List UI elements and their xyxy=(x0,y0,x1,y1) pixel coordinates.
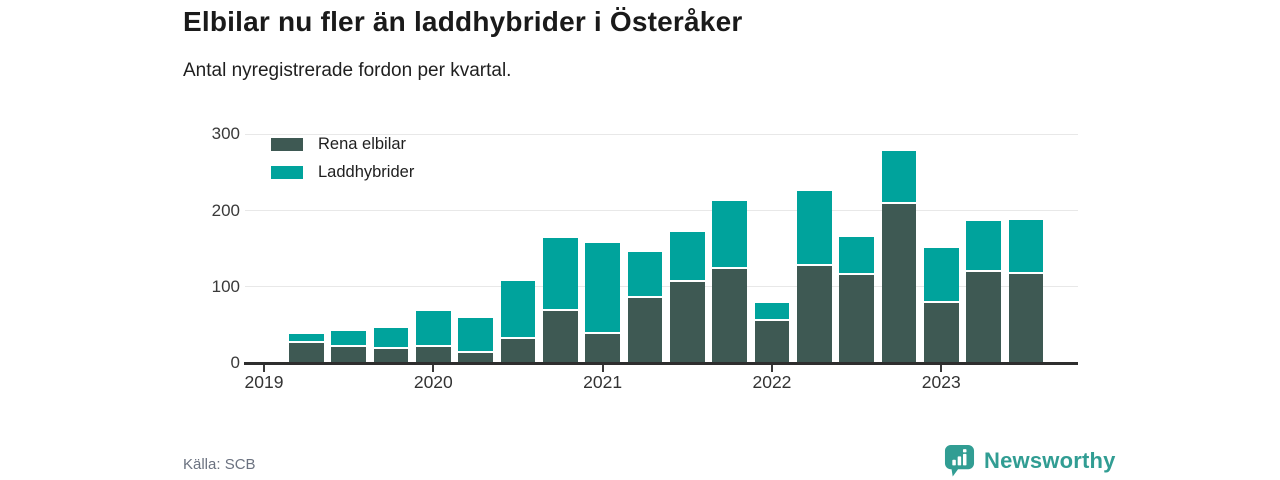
x-axis-label-2021: 2021 xyxy=(583,372,623,392)
y-axis-label: 100 xyxy=(211,276,240,296)
x-axis-tick-2019 xyxy=(263,364,265,372)
x-axis-tick-2021 xyxy=(601,364,604,372)
bar-2022Q4-rena-elbilar xyxy=(881,203,917,364)
newsworthy-logo[interactable]: Newsworthy xyxy=(944,444,1116,477)
bar-2022Q2-rena-elbilar xyxy=(797,265,832,364)
bar-2023Q1-laddhybrider xyxy=(924,248,959,301)
gridline-200 xyxy=(245,210,1078,212)
y-axis-label: 0 xyxy=(230,353,240,373)
legend-item-rena-elbilar: Rena elbilar xyxy=(271,135,414,154)
source-note: Källa: SCB xyxy=(183,456,256,473)
x-axis-label-2019: 2019 xyxy=(244,372,284,392)
legend-label: Rena elbilar xyxy=(318,135,407,153)
bar-2021Q1-rena-elbilar xyxy=(585,333,620,364)
bar-2021Q4-rena-elbilar xyxy=(712,269,747,364)
x-axis-line xyxy=(244,362,1078,365)
bar-2020Q4-laddhybrider xyxy=(543,238,578,310)
bar-2022Q1-laddhybrider xyxy=(754,302,790,319)
bar-2019Q4-laddhybrider xyxy=(373,328,409,347)
x-axis-tick-2020 xyxy=(432,364,435,372)
bar-2023Q3-laddhybrider xyxy=(1008,219,1044,272)
x-axis-label-2023: 2023 xyxy=(921,372,961,392)
x-axis-tick-2022 xyxy=(770,364,773,372)
chart-legend: Rena elbilar Laddhybrider xyxy=(271,135,414,182)
bar-2023Q1-rena-elbilar xyxy=(924,302,959,364)
bar-2020Q1-laddhybrider xyxy=(416,310,451,345)
bar-2021Q2-laddhybrider xyxy=(627,251,663,297)
bar-2023Q2-rena-elbilar xyxy=(966,272,1001,364)
chart-title: Elbilar nu fler än laddhybrider i Österå… xyxy=(183,6,743,37)
bar-2022Q4-laddhybrider xyxy=(881,151,917,202)
legend-label: Laddhybrider xyxy=(318,163,415,181)
bar-2019Q4-rena-elbilar xyxy=(373,348,409,364)
bar-2019Q2-laddhybrider xyxy=(289,334,324,342)
bar-2022Q3-rena-elbilar xyxy=(839,274,874,364)
legend-swatch-icon xyxy=(271,166,303,179)
bar-2023Q2-laddhybrider xyxy=(966,220,1001,271)
y-axis-label: 300 xyxy=(211,124,240,144)
gridline-300 xyxy=(245,133,1078,135)
bar-2020Q3-laddhybrider xyxy=(500,280,536,337)
bar-2021Q3-laddhybrider xyxy=(670,232,705,280)
bar-2022Q3-laddhybrider xyxy=(839,236,874,273)
legend-swatch-icon xyxy=(271,138,303,151)
bar-2022Q1-rena-elbilar xyxy=(754,320,790,364)
x-axis-label-2022: 2022 xyxy=(752,372,792,392)
chart-subtitle: Antal nyregistrerade fordon per kvartal. xyxy=(183,60,512,81)
newsworthy-badge-icon xyxy=(944,445,975,477)
y-axis-label: 200 xyxy=(211,200,240,220)
bar-2019Q3-laddhybrider xyxy=(331,331,366,346)
brand-name: Newsworthy xyxy=(984,447,1116,473)
bar-2020Q1-rena-elbilar xyxy=(416,346,451,364)
bar-2021Q3-rena-elbilar xyxy=(670,281,705,364)
bar-2020Q2-rena-elbilar xyxy=(458,352,493,364)
bar-2020Q4-rena-elbilar xyxy=(543,311,578,364)
bar-2020Q2-laddhybrider xyxy=(458,318,493,351)
legend-item-laddhybrider: Laddhybrider xyxy=(271,163,414,182)
bar-2019Q2-rena-elbilar xyxy=(289,343,324,364)
bar-2023Q3-rena-elbilar xyxy=(1008,273,1044,364)
bar-2021Q4-laddhybrider xyxy=(712,201,747,268)
x-axis-tick-2023 xyxy=(940,364,943,372)
bar-2020Q3-rena-elbilar xyxy=(500,338,536,364)
bar-2019Q3-rena-elbilar xyxy=(331,347,366,364)
x-axis-label-2020: 2020 xyxy=(413,372,453,392)
bar-2022Q2-laddhybrider xyxy=(797,190,832,264)
bar-2021Q1-laddhybrider xyxy=(585,242,620,332)
bar-2021Q2-rena-elbilar xyxy=(627,298,663,364)
